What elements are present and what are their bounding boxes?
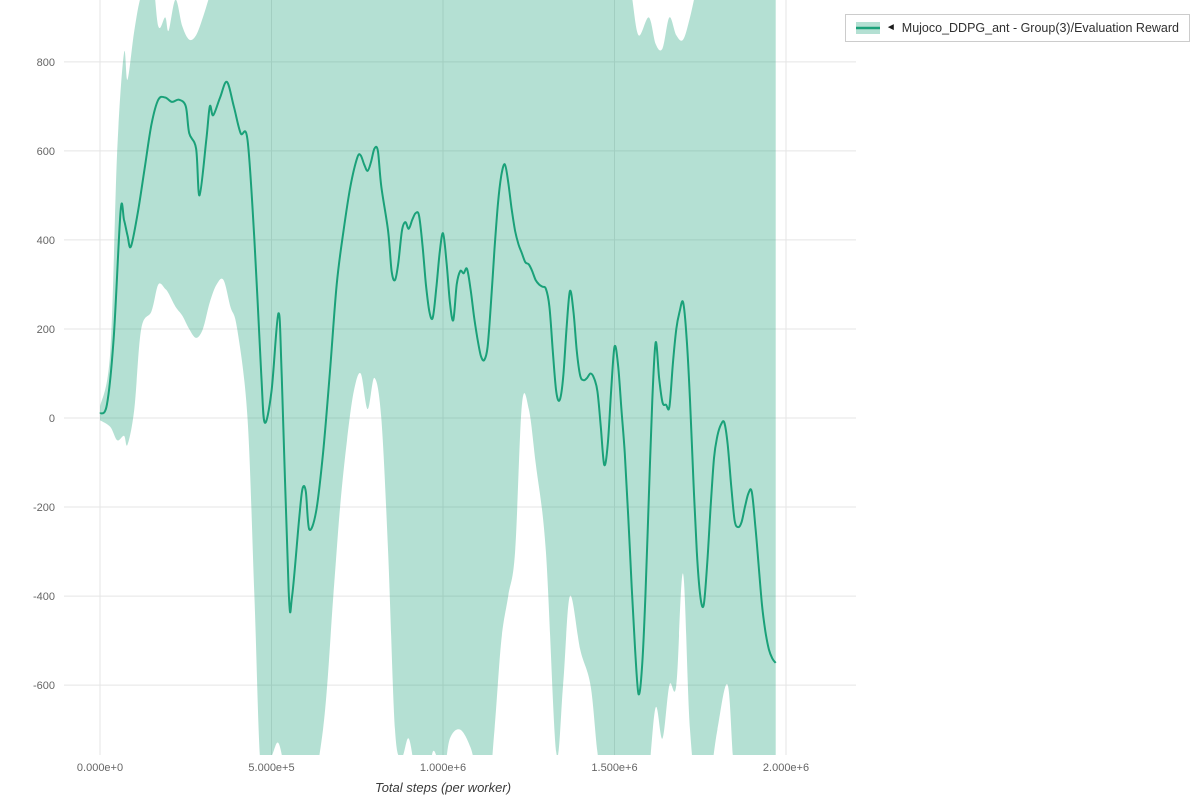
y-tick-label: 800 [37,57,55,69]
legend-label: Mujoco_DDPG_ant - Group(3)/Evaluation Re… [901,21,1179,35]
y-tick-label: 600 [37,146,55,158]
y-tick-label: 0 [49,413,55,425]
y-tick-label: -200 [33,502,55,514]
y-tick-label: 200 [37,324,55,336]
x-tick-label: 1.500e+6 [591,762,637,774]
tick-labels: 800 600 400 200 0 -200 -400 -600 0.000e+0 5.000e+… [33,57,809,774]
y-tick-label: -400 [33,591,55,603]
y-tick-label: 400 [37,235,55,247]
legend[interactable]: ◄ Mujoco_DDPG_ant - Group(3)/Evaluation … [844,14,1190,42]
legend-collapse-icon[interactable]: ◄ [885,22,896,33]
legend-swatch-icon [855,22,880,34]
x-tick-label: 5.000e+5 [248,762,294,774]
y-tick-label: -600 [33,680,55,692]
x-tick-label: 0.000e+0 [77,762,123,774]
uncertainty-band [100,0,776,755]
x-axis-title: Total steps (per worker) [375,780,511,795]
mean-line [99,80,777,696]
x-tick-label: 2.000e+6 [763,762,809,774]
x-tick-label: 1.000e+6 [420,762,466,774]
gridlines [64,0,856,755]
